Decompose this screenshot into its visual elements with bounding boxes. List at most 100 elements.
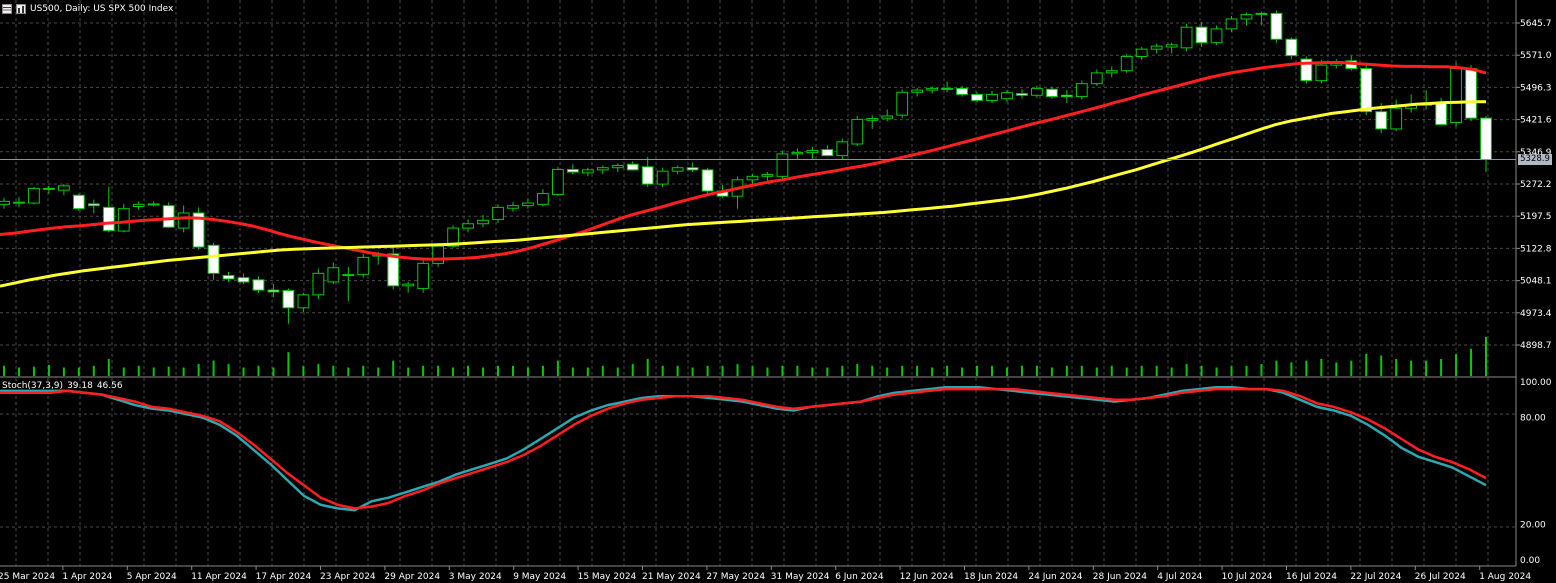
bull-candle [357,256,370,276]
bull-candle [28,187,40,204]
stoch-name: Stoch(37,3,9) [2,381,64,391]
time-label: 1 Apr 2024 [62,572,112,582]
bear-candle [641,166,654,185]
ma-slow-line [0,100,1486,288]
stoch-axis-label: 0.00 [1520,556,1540,566]
volume-bars [3,336,1487,376]
time-axis-labels: 25 Mar 2024 1 Apr 2024 5 Apr 2024 11 Apr 20… [0,566,1531,582]
bull-candle [1135,48,1148,57]
chart-window-icon[interactable] [2,4,12,14]
time-label: 3 May 2024 [449,572,502,582]
time-label: 22 Jul 2024 [1350,572,1401,582]
price-label: 5571.0 [1520,51,1552,61]
bull-candle [911,89,924,93]
bull-candle [177,212,190,229]
price-label: 5272.2 [1520,180,1552,190]
chart-title: US500, Daily: US SPX 500 Index [30,4,174,14]
bear-candle [162,205,175,228]
time-label: 9 May 2024 [513,572,566,582]
moving-averages [0,61,1487,288]
time-label: 31 May 2024 [771,572,830,582]
stoch-axis-label: 20.00 [1520,520,1546,530]
bull-candle [462,223,474,229]
time-label: 11 Apr 2024 [191,572,247,582]
bull-candle [537,193,549,205]
bull-candle [402,283,415,287]
bear-candle [102,206,115,232]
time-label: 28 Jun 2024 [1093,572,1147,582]
bear-candle [1300,58,1313,82]
current-price-tag: 5328.9 [1518,153,1552,165]
bull-candle [761,174,774,177]
time-label: 5 Apr 2024 [127,572,177,582]
bull-candle [836,141,849,157]
bull-candle [866,118,879,121]
time-label: 16 Jul 2024 [1286,572,1337,582]
bear-candle [1016,93,1028,96]
bull-candle [551,168,564,195]
bear-candle [1375,111,1388,130]
time-label: 12 Jun 2024 [900,572,954,582]
bull-candle [596,167,609,171]
bull-candle [417,262,430,289]
price-label: 5645.7 [1520,19,1552,29]
time-label: 26 Jul 2024 [1415,572,1466,582]
bull-candle [432,245,445,264]
bear-candle [1480,117,1492,161]
bull-candle [1105,70,1118,74]
price-label: 5197.5 [1520,212,1552,222]
bear-candle [72,194,85,210]
bear-candle [941,87,953,90]
bull-candle [1090,72,1103,85]
time-label: 17 Apr 2024 [256,572,312,582]
stoch-main-value: 39.18 [67,381,93,391]
bull-candle [0,200,10,205]
stoch-axis-labels: 100.00 80.00 20.00 0.00 [1520,378,1552,566]
bull-candle [492,206,504,220]
stoch-lines [0,386,1487,512]
bull-candle [1240,14,1253,20]
bear-candle [1285,38,1298,57]
bar-chart-icon[interactable] [16,4,26,14]
bull-candle [1255,12,1268,15]
bear-candle [686,167,699,171]
stoch-axis-label: 100.00 [1520,378,1552,388]
bull-candle [1390,107,1403,130]
time-label: 10 Jul 2024 [1222,572,1273,582]
bull-candle [342,274,355,277]
bear-candle [1465,68,1477,119]
bull-candle [477,219,489,225]
ma-fast-line [0,61,1487,261]
bull-candle [1075,83,1088,98]
stoch-indicator-label: Stoch(37,3,9) 39.18 46.56 [2,381,123,391]
bull-candle [1031,87,1043,96]
bear-candle [1435,102,1447,126]
price-label: 4973.4 [1520,309,1552,319]
time-label: 18 Jun 2024 [964,572,1018,582]
bull-candle [57,185,70,191]
bear-candle [566,168,579,173]
bull-candle [671,167,684,172]
bear-candle [956,87,968,95]
bull-candle [297,294,310,309]
time-label: 15 May 2024 [578,572,637,582]
price-label: 5048.1 [1520,277,1552,287]
time-label: 4 Jul 2024 [1157,572,1202,582]
bull-candle [881,115,894,119]
stoch-signal-value: 46.56 [96,381,123,391]
bear-candle [192,212,205,248]
time-label: 24 Jun 2024 [1028,572,1082,582]
stoch-signal-line [0,387,1487,510]
bull-candle [43,187,55,190]
time-label: 29 Apr 2024 [384,572,440,582]
bull-candle [1150,45,1163,50]
bear-candle [207,244,220,274]
bull-candle [312,272,325,296]
bull-candle [1225,18,1238,30]
bull-candle [986,93,998,101]
bear-candle [1045,88,1058,98]
time-label: 23 Apr 2024 [320,572,376,582]
bear-candle [1360,68,1373,113]
